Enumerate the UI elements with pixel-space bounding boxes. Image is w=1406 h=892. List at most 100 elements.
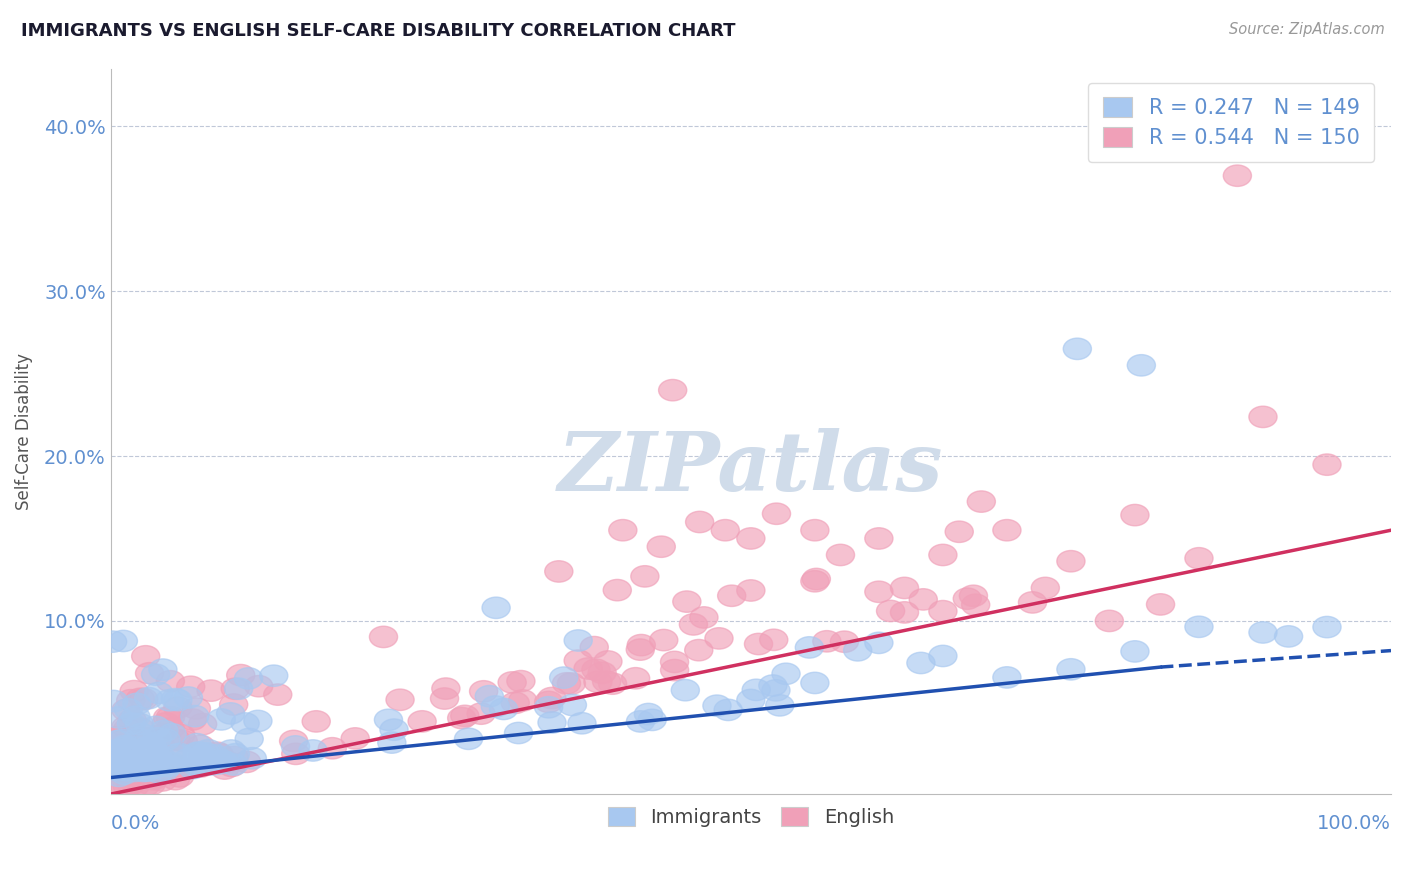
Ellipse shape	[179, 709, 207, 731]
Ellipse shape	[813, 631, 841, 652]
Ellipse shape	[142, 754, 170, 775]
Ellipse shape	[149, 754, 177, 775]
Ellipse shape	[281, 743, 309, 764]
Y-axis label: Self-Care Disability: Self-Care Disability	[15, 352, 32, 510]
Ellipse shape	[238, 747, 266, 769]
Ellipse shape	[929, 600, 957, 622]
Ellipse shape	[558, 694, 586, 715]
Ellipse shape	[217, 739, 245, 761]
Ellipse shape	[104, 731, 132, 752]
Ellipse shape	[217, 703, 245, 724]
Ellipse shape	[501, 692, 529, 714]
Ellipse shape	[762, 503, 790, 524]
Ellipse shape	[162, 729, 190, 750]
Ellipse shape	[148, 724, 176, 746]
Ellipse shape	[103, 754, 131, 775]
Ellipse shape	[498, 672, 526, 693]
Ellipse shape	[163, 690, 193, 711]
Ellipse shape	[865, 528, 893, 549]
Ellipse shape	[101, 760, 129, 781]
Ellipse shape	[1121, 640, 1149, 662]
Ellipse shape	[114, 759, 142, 780]
Text: 100.0%: 100.0%	[1317, 814, 1391, 833]
Ellipse shape	[155, 690, 184, 711]
Ellipse shape	[378, 731, 406, 753]
Ellipse shape	[574, 657, 602, 679]
Ellipse shape	[1031, 577, 1059, 599]
Ellipse shape	[564, 650, 592, 672]
Ellipse shape	[143, 752, 172, 773]
Ellipse shape	[470, 681, 498, 702]
Ellipse shape	[112, 699, 141, 721]
Ellipse shape	[737, 528, 765, 549]
Ellipse shape	[489, 698, 517, 720]
Ellipse shape	[132, 747, 160, 768]
Ellipse shape	[962, 594, 990, 615]
Ellipse shape	[117, 690, 145, 711]
Ellipse shape	[658, 379, 686, 401]
Ellipse shape	[534, 691, 562, 713]
Ellipse shape	[225, 678, 253, 699]
Ellipse shape	[827, 544, 855, 566]
Ellipse shape	[148, 747, 176, 768]
Ellipse shape	[264, 684, 292, 706]
Ellipse shape	[245, 675, 273, 697]
Ellipse shape	[634, 703, 662, 724]
Ellipse shape	[114, 757, 142, 779]
Ellipse shape	[145, 745, 173, 766]
Ellipse shape	[111, 716, 139, 738]
Ellipse shape	[187, 756, 215, 777]
Ellipse shape	[302, 711, 330, 732]
Ellipse shape	[380, 719, 408, 740]
Ellipse shape	[481, 696, 509, 717]
Ellipse shape	[127, 718, 155, 739]
Ellipse shape	[167, 724, 195, 746]
Ellipse shape	[110, 749, 138, 771]
Ellipse shape	[136, 773, 165, 795]
Ellipse shape	[136, 756, 165, 778]
Ellipse shape	[1121, 504, 1149, 525]
Ellipse shape	[583, 671, 612, 692]
Ellipse shape	[204, 742, 232, 764]
Ellipse shape	[626, 639, 654, 660]
Ellipse shape	[430, 688, 458, 709]
Ellipse shape	[609, 519, 637, 541]
Ellipse shape	[534, 697, 562, 718]
Ellipse shape	[125, 714, 153, 735]
Ellipse shape	[205, 753, 233, 774]
Ellipse shape	[139, 769, 167, 790]
Ellipse shape	[207, 709, 235, 731]
Ellipse shape	[759, 629, 787, 650]
Ellipse shape	[1185, 548, 1213, 569]
Ellipse shape	[118, 764, 146, 785]
Ellipse shape	[163, 744, 191, 765]
Ellipse shape	[103, 739, 131, 761]
Ellipse shape	[127, 688, 155, 709]
Ellipse shape	[550, 667, 578, 689]
Ellipse shape	[111, 737, 139, 758]
Ellipse shape	[482, 597, 510, 618]
Ellipse shape	[581, 636, 609, 658]
Ellipse shape	[582, 659, 610, 681]
Ellipse shape	[907, 652, 935, 673]
Ellipse shape	[181, 754, 209, 775]
Ellipse shape	[568, 713, 596, 734]
Ellipse shape	[1018, 591, 1046, 613]
Ellipse shape	[243, 710, 271, 731]
Ellipse shape	[737, 690, 765, 711]
Ellipse shape	[98, 741, 127, 763]
Ellipse shape	[174, 687, 202, 708]
Ellipse shape	[1057, 658, 1085, 680]
Ellipse shape	[1313, 616, 1341, 638]
Ellipse shape	[121, 775, 149, 797]
Ellipse shape	[221, 744, 249, 765]
Ellipse shape	[803, 568, 831, 590]
Ellipse shape	[1146, 594, 1174, 615]
Ellipse shape	[118, 709, 146, 731]
Ellipse shape	[744, 633, 773, 655]
Ellipse shape	[538, 712, 567, 733]
Ellipse shape	[127, 723, 155, 745]
Ellipse shape	[112, 775, 142, 797]
Text: IMMIGRANTS VS ENGLISH SELF-CARE DISABILITY CORRELATION CHART: IMMIGRANTS VS ENGLISH SELF-CARE DISABILI…	[21, 22, 735, 40]
Ellipse shape	[124, 762, 152, 783]
